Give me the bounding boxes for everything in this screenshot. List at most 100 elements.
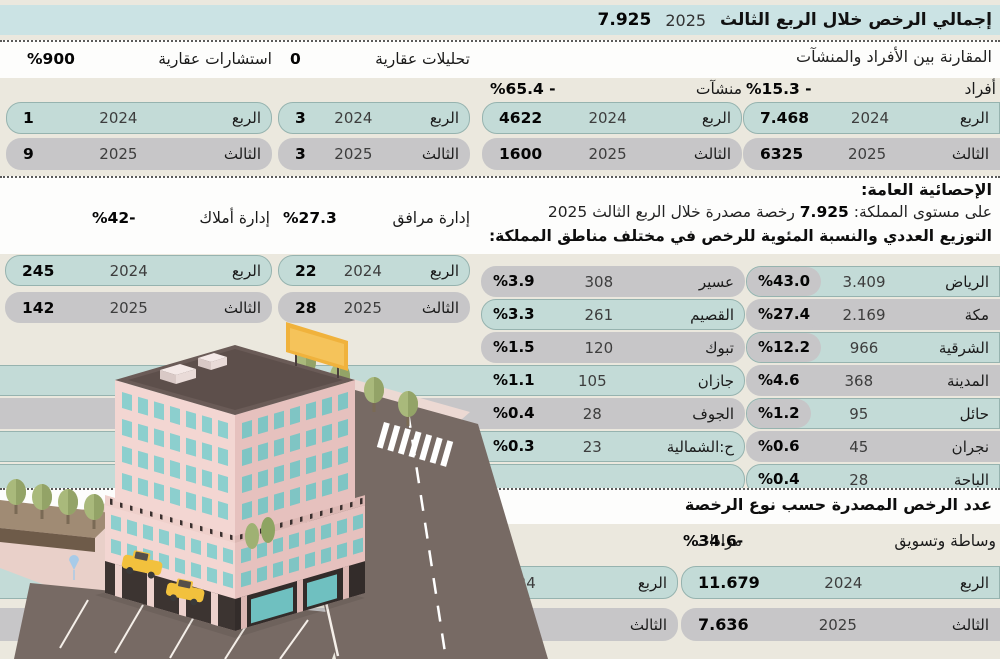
group-facilities: إدارة مرافق %27.3 — [283, 206, 470, 230]
region-row: تبوك 120 %1.5 — [481, 332, 745, 363]
row-year: 2024 — [343, 261, 382, 280]
table-row: الربع 2024 3 — [278, 102, 470, 134]
group-label: إدارة أملاك — [199, 209, 270, 227]
group-pct: %42- — [92, 209, 136, 227]
region-count: 368 — [844, 371, 874, 390]
general-heading: الإحصائية العامة: — [860, 180, 992, 199]
table-row: الربع 2024 7.468 — [743, 102, 1000, 134]
region-row: عسير 308 %3.9 — [481, 266, 745, 297]
group-label: منشآت — [695, 80, 742, 98]
region-row: نجران 45 %0.6 — [746, 431, 1000, 462]
region-count: 105 — [577, 371, 607, 390]
row-label: الثالث — [421, 298, 459, 317]
table-row: الثالث 2025 142 — [5, 292, 272, 323]
page-title: إجمالي الرخص خلال الربع الثالث — [720, 10, 992, 30]
region-pct: %4.6 — [747, 366, 811, 395]
region-count: 28 — [849, 470, 869, 489]
region-name: الشرقية — [938, 338, 989, 357]
row-label: الربع — [231, 109, 261, 127]
row-value: 107 — [393, 615, 427, 634]
group-label: أفراد — [964, 80, 996, 98]
region-pct: %43.0 — [747, 267, 822, 296]
row-label: الربع — [429, 261, 459, 280]
row-value: 4622 — [499, 109, 543, 127]
region-name: مكة — [964, 305, 989, 324]
table-row: الربع 2024 245 — [5, 255, 272, 286]
distribution-heading: التوزيع العددي والنسبة المئوية للرخص في … — [488, 227, 992, 245]
row-label: الثالث — [629, 615, 667, 634]
region-pct: %0.3 — [493, 437, 535, 455]
region-count: 45 — [849, 437, 869, 456]
row-label: الربع — [637, 573, 667, 592]
region-row: الجوف 28 %0.4 — [0, 398, 745, 429]
region-pct: %12.2 — [747, 333, 822, 362]
table-row: الثالث 2025 3 — [278, 138, 470, 170]
title-bar: إجمالي الرخص خلال الربع الثالث 2025 7.92… — [0, 5, 1000, 35]
region-row: مكة 2.169 %27.4 — [746, 299, 1000, 330]
row-year: 2024 — [99, 109, 138, 127]
row-label: الثالث — [223, 298, 261, 317]
region-pct: %27.4 — [747, 300, 822, 329]
region-count: 120 — [584, 338, 614, 357]
row-year: 2025 — [818, 615, 857, 634]
group-pct: %23.4- — [382, 532, 443, 550]
region-count: 28 — [582, 404, 602, 423]
table-row: الثالث 2025 1600 — [482, 138, 742, 170]
group-pct: %34.6- — [683, 532, 744, 550]
comparison-heading: المقارنة بين الأفراد والمنشآت — [796, 47, 992, 66]
group-properties: إدارة أملاك %42- — [92, 206, 270, 230]
row-year: 2025 — [847, 145, 887, 163]
region-count: 966 — [849, 338, 879, 357]
region-pct: %3.3 — [493, 305, 535, 323]
table-row: الثالث 2025 107 — [0, 608, 678, 641]
strip-comparison — [0, 40, 1000, 78]
region-row: المدينة 368 %4.6 — [746, 365, 1000, 396]
table-row: الربع 2024 4622 — [482, 102, 742, 134]
region-pct: %0.6 — [747, 432, 811, 461]
row-label: الثالث — [421, 145, 459, 163]
region-name: حائل — [959, 404, 989, 423]
row-label: الربع — [959, 109, 989, 127]
group-brokerage: وساطة وتسويق %34.6- — [683, 529, 996, 553]
region-count: 95 — [849, 404, 869, 423]
region-row: جازان 105 %1.1 — [0, 365, 745, 396]
row-value: 140 — [393, 573, 427, 592]
table-row: الربع 2024 22 — [278, 255, 470, 286]
row-year: 2025 — [497, 615, 536, 634]
group-pct: %900 — [27, 50, 75, 68]
table-row: الربع 2024 140 — [0, 566, 678, 599]
row-year: 2025 — [99, 145, 138, 163]
table-row: الثالث 2025 7.636 — [681, 608, 1000, 641]
row-value: 28 — [295, 298, 317, 317]
title-year: 2025 — [665, 10, 707, 30]
region-name: المدينة — [946, 371, 989, 390]
row-value: 3 — [295, 145, 306, 163]
region-name: الباحة — [953, 470, 989, 489]
table-row: الثالث 2025 9 — [6, 138, 272, 170]
row-year: 2024 — [497, 573, 536, 592]
region-name: نجران — [951, 437, 989, 456]
kingdom-prefix: على مستوى المملكة: — [848, 203, 992, 221]
group-auctions: مزادات %23.4- — [382, 529, 742, 553]
group-individuals: أفراد %15.3 - — [746, 77, 996, 101]
group-label: وساطة وتسويق — [894, 532, 996, 550]
table-row: الربع 2024 11.679 — [681, 566, 1000, 599]
row-label: الربع — [231, 261, 261, 280]
row-value: 6325 — [760, 145, 804, 163]
strip-general — [0, 176, 1000, 254]
row-label: الربع — [701, 109, 731, 127]
row-label: الثالث — [951, 145, 989, 163]
title-total: 7.925 — [597, 10, 652, 30]
region-pct: %0.4 — [493, 404, 535, 422]
row-value: 11.679 — [698, 573, 760, 592]
region-row: القصيم 261 %3.3 — [481, 299, 745, 330]
row-year: 2024 — [588, 109, 627, 127]
row-label: الربع — [959, 573, 989, 592]
row-value: 7.468 — [760, 109, 810, 127]
row-value: 245 — [22, 261, 55, 280]
row-value: 1 — [23, 109, 34, 127]
region-row: الشرقية 966 %12.2 — [746, 332, 1000, 363]
region-count: 23 — [582, 437, 602, 456]
group-consulting: استشارات عقارية %900 — [27, 47, 272, 71]
